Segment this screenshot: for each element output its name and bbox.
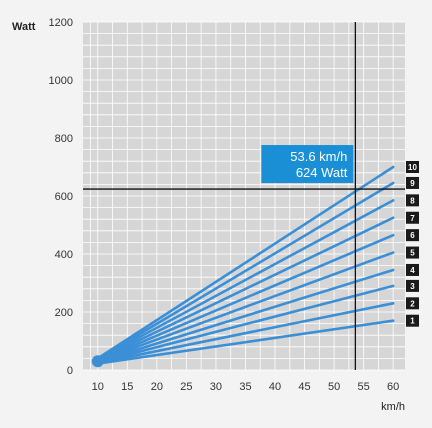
legend-badge-label-2: 2 [410, 299, 415, 308]
x-tick-label: 55 [358, 381, 370, 393]
series-line-4 [96, 268, 395, 364]
legend-badge-8 [406, 194, 419, 207]
series-line-5 [96, 251, 395, 363]
legend-badge-label-4: 4 [410, 266, 415, 275]
x-tick-label: 15 [121, 381, 133, 393]
x-tick-label: 30 [210, 381, 222, 393]
legend-badge-label-9: 9 [410, 179, 415, 188]
legend-badge-7 [406, 211, 419, 224]
annotation-power: 624 Watt [296, 165, 348, 180]
series-line-7 [96, 216, 395, 362]
legend-badge-10 [406, 161, 419, 173]
legend-badge-5 [406, 246, 419, 259]
y-tick-label: 400 [55, 249, 73, 261]
legend-badge-4 [406, 263, 419, 276]
legend-badge-label-3: 3 [410, 282, 415, 291]
legend-badge-3 [406, 279, 419, 292]
legend-badge-label-7: 7 [410, 214, 415, 223]
y-tick-label: 0 [67, 365, 73, 377]
x-tick-label: 35 [239, 381, 251, 393]
y-tick-label: 200 [55, 307, 73, 319]
series-line-1 [96, 319, 395, 365]
legend-badge-label-10: 10 [408, 163, 417, 172]
legend-badge-label-1: 1 [410, 317, 415, 326]
y-tick-label: 800 [55, 133, 73, 145]
series-line-8 [96, 199, 395, 361]
x-tick-label: 25 [180, 381, 192, 393]
series-line-2 [96, 301, 395, 365]
x-tick-label: 10 [92, 381, 104, 393]
annotation-box [261, 145, 354, 184]
x-tick-label: 20 [151, 381, 163, 393]
series-line-6 [96, 233, 395, 363]
x-tick-label: 60 [387, 381, 399, 393]
series-line-3 [96, 284, 395, 364]
y-tick-label: 1200 [49, 17, 73, 29]
annotation-speed: 53.6 km/h [290, 149, 347, 164]
y-tick-label: 1000 [49, 75, 73, 87]
legend-badge-label-8: 8 [410, 196, 415, 205]
legend-badge-label-6: 6 [410, 231, 415, 240]
series-origin-point [91, 355, 104, 368]
legend-badge-9 [406, 176, 419, 189]
legend-badge-1 [406, 314, 419, 327]
legend-badge-label-5: 5 [410, 249, 415, 258]
legend-badge-6 [406, 229, 419, 242]
x-axis-title: km/h [381, 401, 405, 413]
x-tick-label: 45 [298, 381, 310, 393]
y-axis-title: Watt [12, 21, 36, 33]
series-line-10 [96, 165, 395, 360]
x-tick-label: 40 [269, 381, 281, 393]
series-line-9 [96, 181, 395, 361]
y-tick-label: 600 [55, 191, 73, 203]
x-tick-label: 50 [328, 381, 340, 393]
legend-badge-2 [406, 297, 419, 310]
